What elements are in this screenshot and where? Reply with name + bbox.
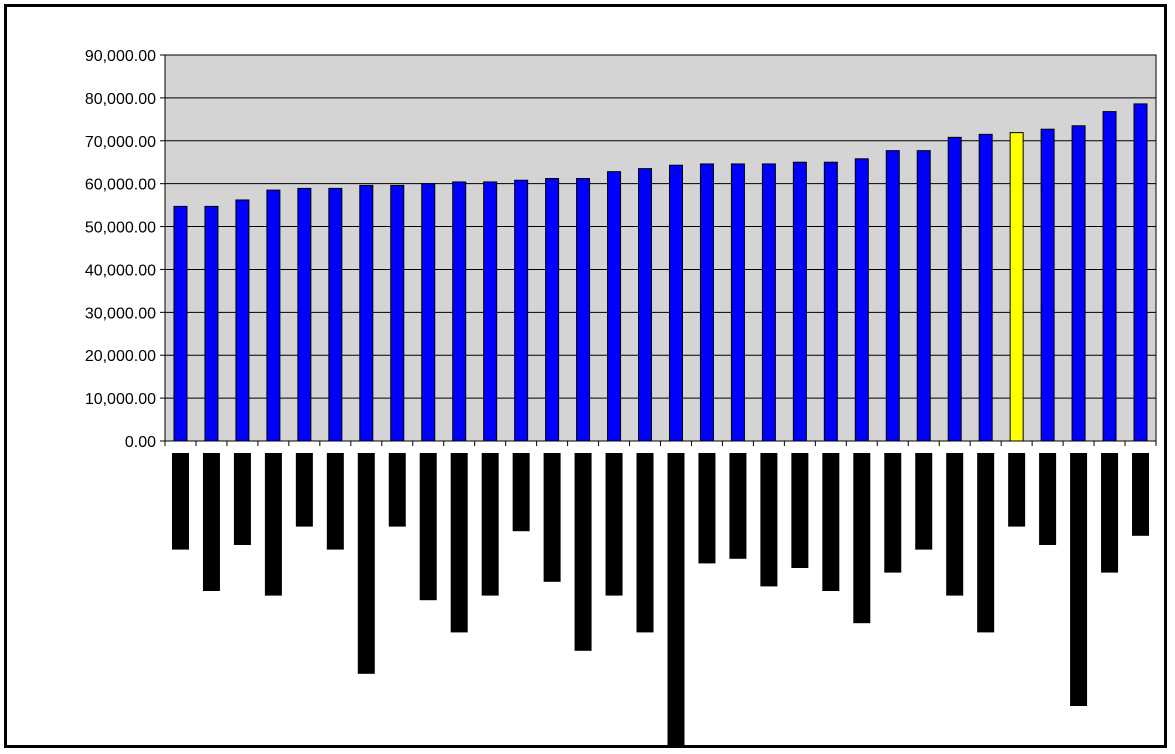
lower-bar [326, 453, 344, 550]
bar [359, 184, 374, 442]
lower-bar [1101, 453, 1119, 573]
lower-bar [946, 453, 964, 596]
bar [452, 181, 467, 442]
bar [854, 158, 869, 442]
bar [545, 178, 560, 442]
y-tick-label: 50,000.00 [85, 220, 156, 237]
bar [699, 163, 714, 442]
lower-bar [1008, 453, 1026, 527]
bar [1040, 128, 1055, 442]
lower-bar [419, 453, 437, 601]
bar [576, 178, 591, 442]
chart-frame: 0.00 10,000.00 20,000.00 30,000.00 40,000.00… [4, 4, 1167, 748]
bar [235, 199, 250, 442]
bar [730, 163, 745, 442]
lower-bar [884, 453, 902, 573]
lower-bar [667, 453, 685, 745]
bar [947, 136, 962, 442]
lower-bar [636, 453, 654, 633]
bar [978, 133, 993, 442]
lower-bar [543, 453, 561, 582]
lower-bar [729, 453, 747, 559]
lower-bar [295, 453, 313, 527]
y-tick-label: 40,000.00 [85, 262, 156, 279]
lower-bar [233, 453, 251, 545]
y-tick-label: 0.00 [125, 434, 156, 451]
lower-bar [853, 453, 871, 624]
plot-area: 0.00 10,000.00 20,000.00 30,000.00 40,000.00… [85, 48, 1157, 451]
lower-bar [822, 453, 840, 591]
lower-bar [171, 453, 189, 550]
y-tick-label: 20,000.00 [85, 348, 156, 365]
bar [297, 187, 312, 442]
lower-bar [1132, 453, 1150, 536]
bar [1133, 103, 1148, 442]
chart-svg: 0.00 10,000.00 20,000.00 30,000.00 40,000.00… [85, 48, 1157, 745]
lower-bar-area [171, 453, 1150, 745]
bar [638, 168, 653, 442]
bar [916, 150, 931, 442]
y-tick-label: 60,000.00 [85, 177, 156, 194]
bar [1071, 125, 1086, 442]
bar [483, 181, 498, 442]
lower-bar [357, 453, 375, 674]
lower-bar [450, 453, 468, 633]
bar [421, 183, 436, 442]
lower-bar [605, 453, 623, 596]
lower-bar [977, 453, 995, 633]
lower-bar [388, 453, 406, 527]
lower-bar [481, 453, 499, 596]
bar [761, 163, 776, 442]
y-tick-label: 80,000.00 [85, 91, 156, 108]
bar [328, 187, 343, 442]
bar [792, 161, 807, 442]
lower-bar [791, 453, 809, 568]
bar [1009, 132, 1024, 442]
bar [266, 189, 281, 442]
y-tick-label: 10,000.00 [85, 391, 156, 408]
lower-bar [1070, 453, 1088, 706]
bar [607, 171, 622, 442]
lower-bar [574, 453, 592, 651]
bar [823, 161, 838, 442]
bar [173, 205, 188, 442]
y-tick-label: 70,000.00 [85, 134, 156, 151]
y-tick-label: 90,000.00 [85, 48, 156, 65]
bar [390, 184, 405, 442]
lower-bar [1039, 453, 1057, 545]
bar [204, 205, 219, 442]
lower-bar [698, 453, 716, 564]
lower-bar [760, 453, 778, 587]
lower-bar [512, 453, 530, 532]
lower-bar [915, 453, 933, 550]
lower-bar [202, 453, 220, 591]
y-tick-label: 30,000.00 [85, 305, 156, 322]
bar [514, 179, 529, 442]
bar [1102, 111, 1117, 442]
lower-bar [264, 453, 282, 596]
bar [885, 150, 900, 442]
plot-background [164, 54, 1157, 442]
bar [668, 164, 683, 442]
